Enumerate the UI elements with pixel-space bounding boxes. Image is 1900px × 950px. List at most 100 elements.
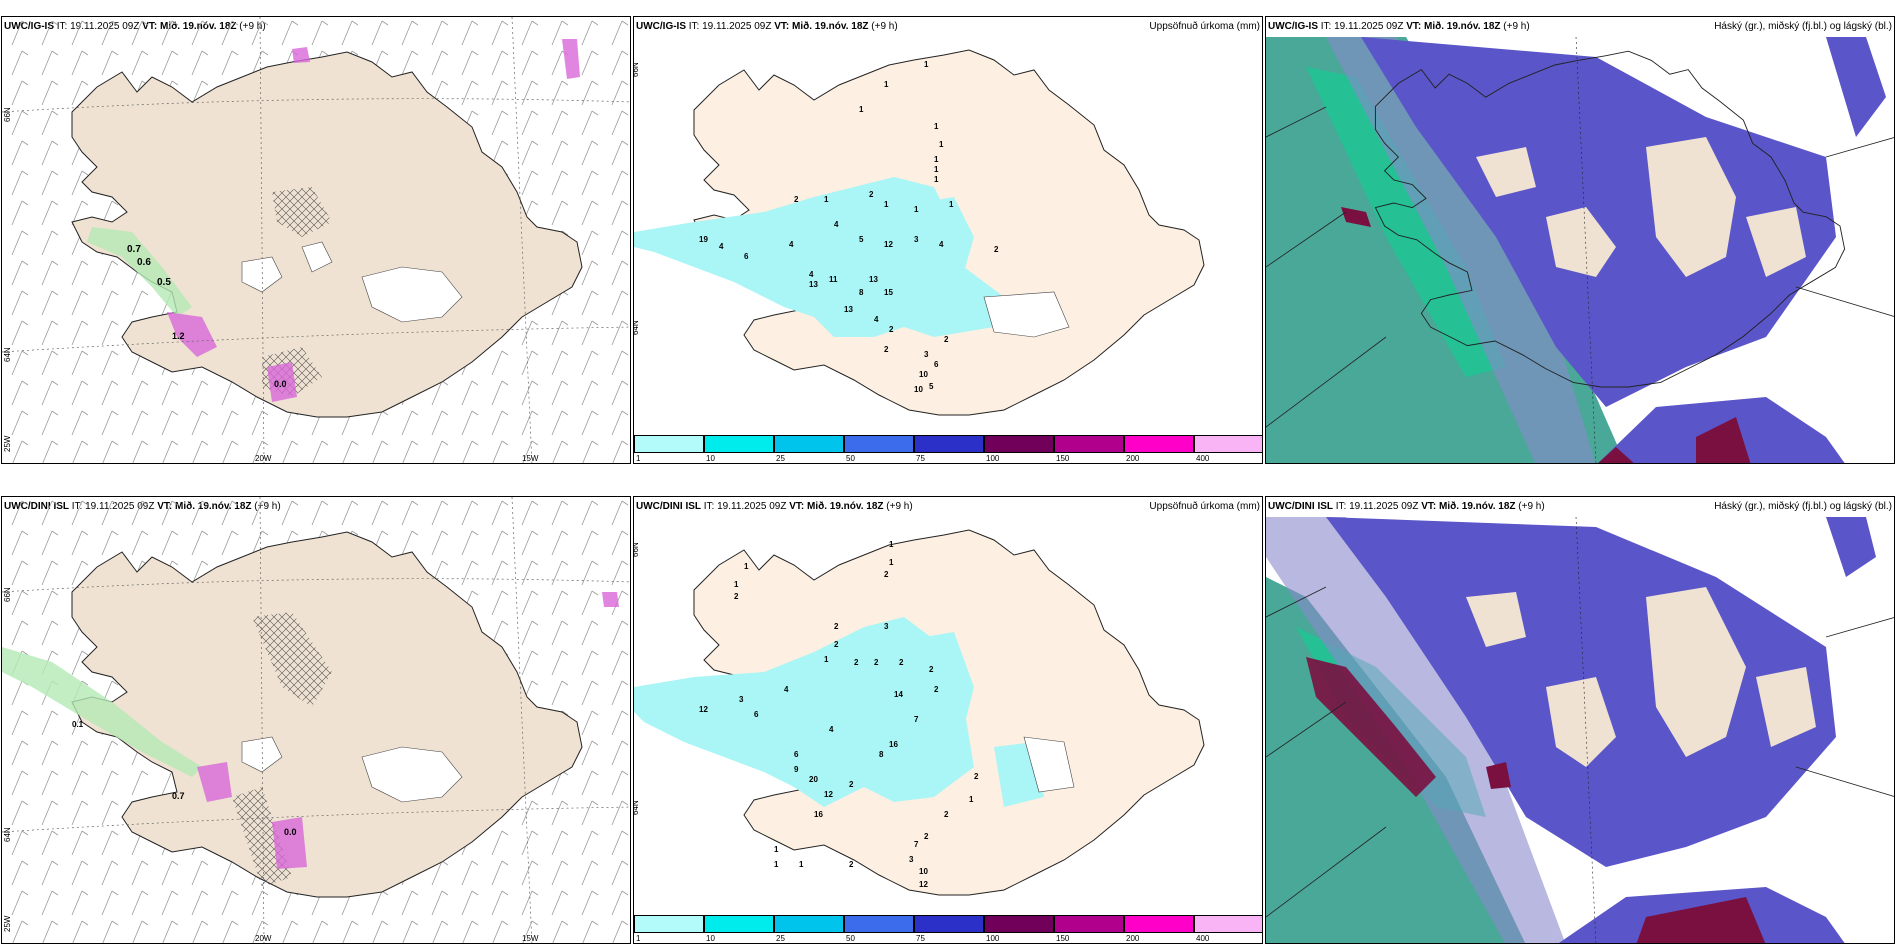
legend-swatch [914, 915, 984, 933]
row2-wind-map: 0.1 0.7 0.0 [2, 497, 630, 943]
precip-value-label: 2 [889, 325, 894, 334]
precip-value-label: 4 [719, 242, 724, 251]
precip-value-label: 19 [699, 235, 708, 244]
precip-value-label: 2 [874, 658, 879, 667]
valid-time: Mið. 19.nóv. 18Z [792, 21, 869, 32]
row2-legend: 1 10 25 50 75 100 150 200 400 [634, 915, 1262, 943]
lead-time: (+9 h) [886, 501, 913, 512]
issue-time: IT: 19.11.2025 09Z [1320, 21, 1404, 32]
precip-value-label: 13 [809, 280, 818, 289]
precip-value-label: 2 [734, 592, 739, 601]
precip-value-label: 12 [699, 705, 708, 714]
wind-value-label: 0.0 [284, 827, 297, 837]
precip-value-label: 3 [914, 235, 919, 244]
precip-value-label: 2 [834, 640, 839, 649]
precip-value-label: 1 [924, 60, 929, 69]
legend-tick-label: 150 [1056, 454, 1070, 463]
legend-tick-label: 25 [776, 934, 785, 943]
model-label: UWC/DINI ISL [1268, 501, 1333, 512]
lat-label: 64N [633, 800, 640, 815]
row1-wind-map-panel: UWC/IG-IS IT: 19.11.2025 09Z VT: Mið. 19… [1, 16, 631, 464]
legend-tick-label: 400 [1196, 934, 1210, 943]
precip-value-label: 2 [884, 345, 889, 354]
precip-value-label: 4 [809, 270, 814, 279]
lon-label: 20W [255, 934, 272, 943]
precip-value-label: 2 [974, 772, 979, 781]
precip-value-label: 2 [934, 685, 939, 694]
legend-tick-label: 50 [846, 454, 855, 463]
lead-time: (+9 h) [1518, 501, 1545, 512]
precip-value-label: 2 [944, 335, 949, 344]
precip-value-label: 1 [949, 200, 954, 209]
precip-value-label: 4 [789, 240, 794, 249]
precip-value-label: 2 [944, 810, 949, 819]
legend-swatch [634, 435, 704, 453]
model-label: UWC/IG-IS [636, 21, 686, 32]
precip-value-label: 1 [884, 80, 889, 89]
legend-swatch [1194, 915, 1262, 933]
precip-value-label: 4 [834, 220, 839, 229]
wind-value-label: 0.0 [274, 379, 287, 389]
legend-tick-label: 75 [916, 934, 925, 943]
lat-label: 66N [633, 62, 640, 77]
precip-value-label: 2 [994, 245, 999, 254]
lon-label: 15W [522, 934, 539, 943]
precip-value-label: 1 [969, 795, 974, 804]
legend-swatch [774, 435, 844, 453]
precip-value-label: 7 [914, 840, 919, 849]
row1-cloud-panel: UWC/IG-IS IT: 19.11.2025 09Z VT: Mið. 19… [1265, 16, 1895, 464]
precip-value-label: 8 [879, 750, 884, 759]
precip-value-label: 2 [869, 190, 874, 199]
lat-label: 66N [3, 587, 12, 602]
legend-tick-label: 200 [1126, 454, 1140, 463]
precip-title: Uppsöfnuð úrkoma (mm) [1149, 501, 1260, 512]
valid-time: Mið. 19.nóv. 18Z [1424, 21, 1501, 32]
cloud-title: Háský (gr.), miðský (fj.bl.) og lágský (… [1714, 21, 1892, 32]
wind-value-label: 1.2 [172, 331, 185, 341]
precip-value-label: 2 [924, 832, 929, 841]
row2-precip-panel: UWC/DINI ISL IT: 19.11.2025 09Z VT: Mið.… [633, 496, 1263, 944]
legend-tick-label: 1 [636, 934, 641, 943]
valid-prefix: VT: [774, 21, 790, 32]
lon-label: 25W [3, 915, 12, 932]
legend-tick-label: 200 [1126, 934, 1140, 943]
precip-value-label: 13 [869, 275, 878, 284]
precip-title: Uppsöfnuð úrkoma (mm) [1149, 21, 1260, 32]
legend-swatch [844, 435, 914, 453]
precip-value-label: 12 [884, 240, 893, 249]
issue-time: IT: 19.11.2025 09Z [703, 501, 787, 512]
lon-label: 25W [3, 435, 12, 452]
precip-value-label: 1 [889, 558, 894, 567]
precip-value-label: 2 [899, 658, 904, 667]
precip-value-label: 1 [914, 205, 919, 214]
precip-value-label: 1 [934, 165, 939, 174]
precip-value-label: 1 [939, 140, 944, 149]
row1-legend: 1 10 25 50 75 100 150 200 400 [634, 435, 1262, 463]
legend-swatch [1194, 435, 1262, 453]
legend-swatch [984, 435, 1054, 453]
precip-value-label: 1 [934, 175, 939, 184]
precip-value-label: 2 [929, 665, 934, 674]
legend-tick-label: 100 [986, 934, 1000, 943]
valid-prefix: VT: [789, 501, 805, 512]
precip-value-label: 11 [829, 275, 838, 284]
lead-time: (+9 h) [871, 21, 898, 32]
wind-value-label: 0.7 [172, 791, 185, 801]
legend-swatch [704, 435, 774, 453]
precip-value-label: 2 [834, 622, 839, 631]
row1-cloud-map [1266, 37, 1894, 463]
precip-value-label: 2 [849, 780, 854, 789]
valid-prefix: VT: [1421, 501, 1437, 512]
precip-value-label: 1 [824, 195, 829, 204]
lon-label: 20W [255, 454, 272, 463]
precip-value-label: 16 [814, 810, 823, 819]
precip-value-label: 13 [844, 305, 853, 314]
precip-value-label: 15 [884, 288, 893, 297]
row2-cloud-panel: UWC/DINI ISL IT: 19.11.2025 09Z VT: Mið.… [1265, 496, 1895, 944]
legend-tick-label: 1 [636, 454, 641, 463]
precip-value-label: 1 [934, 155, 939, 164]
legend-tick-label: 150 [1056, 934, 1070, 943]
precip-value-label: 6 [934, 360, 939, 369]
